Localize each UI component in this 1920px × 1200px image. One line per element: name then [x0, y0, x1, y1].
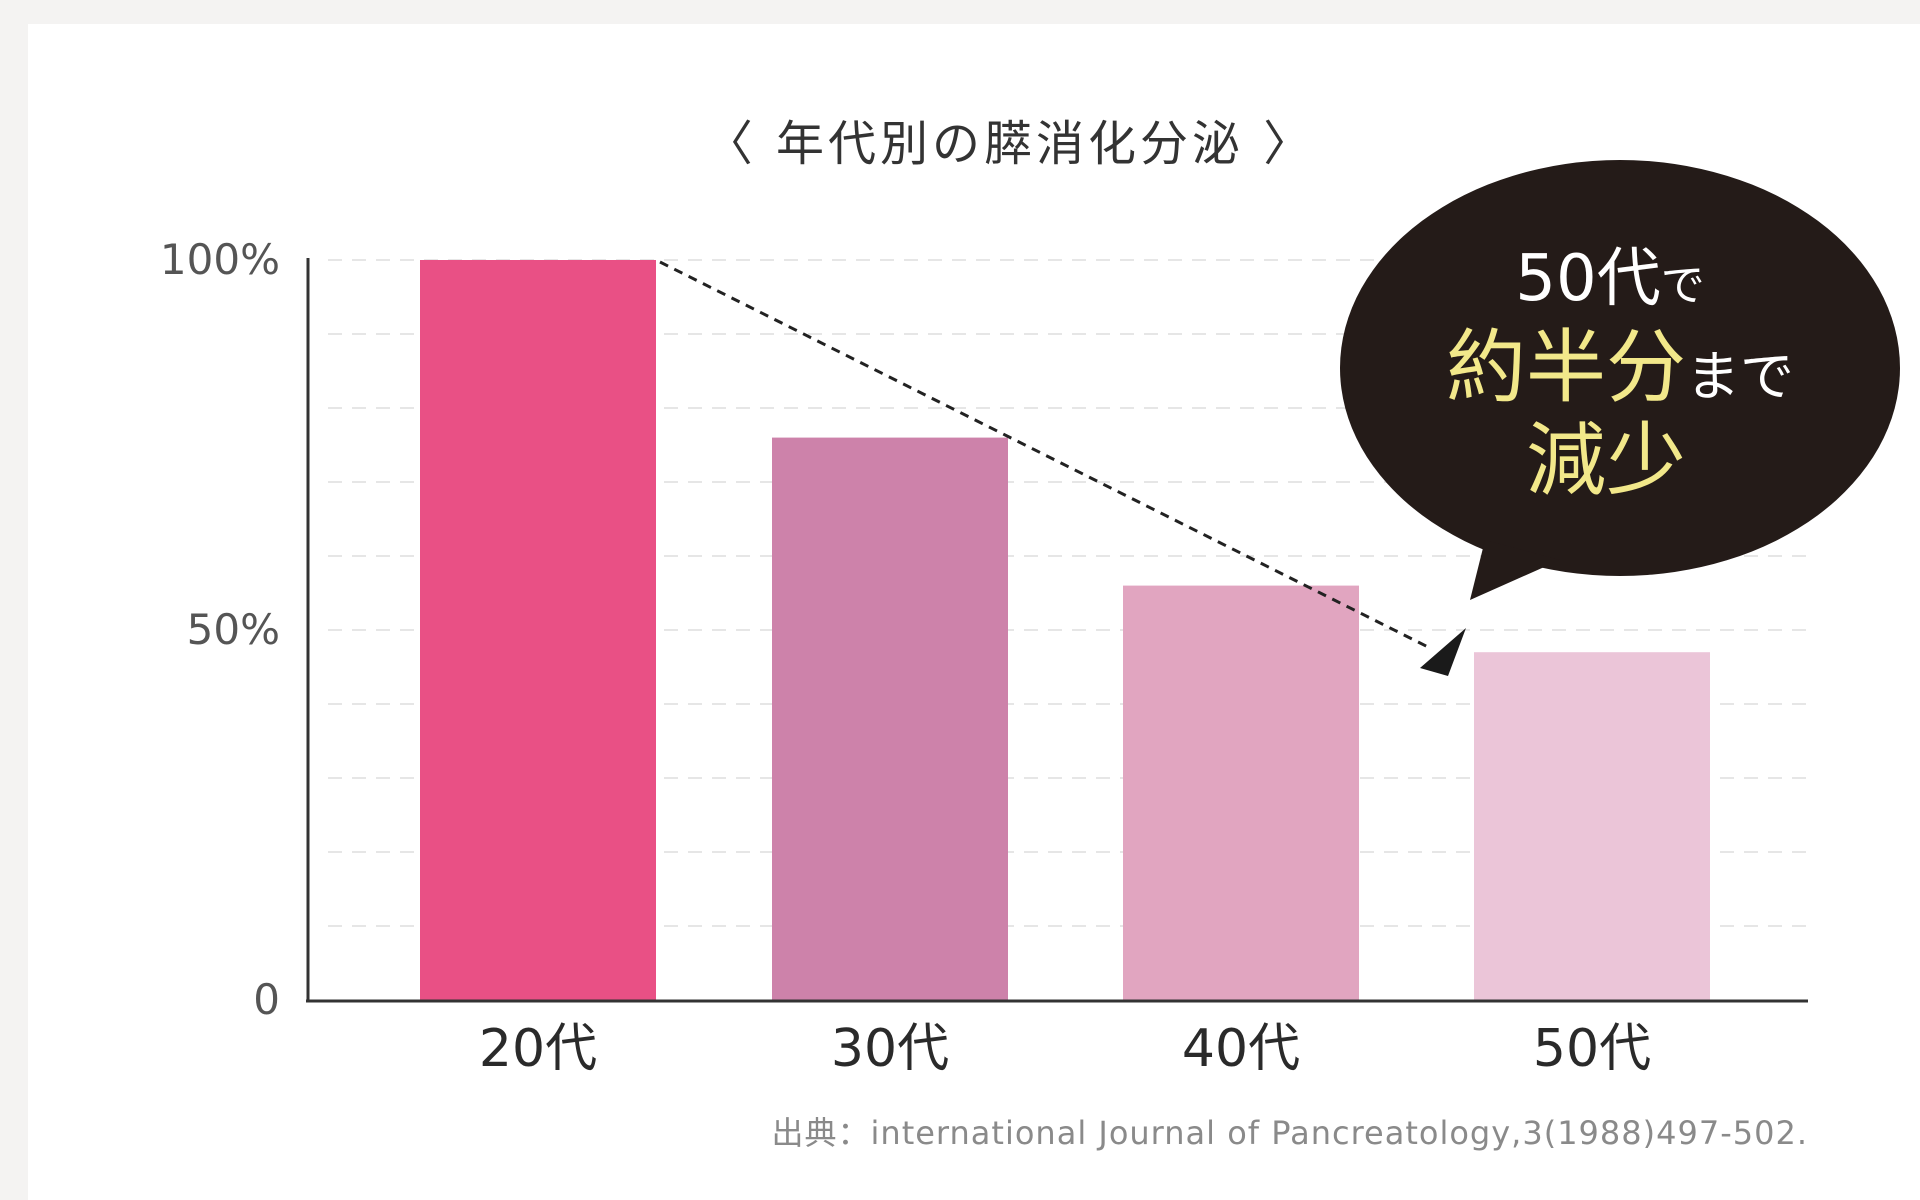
- category-label: 20代: [479, 1019, 597, 1079]
- bar-1: [420, 260, 656, 1000]
- bar-3: [1123, 585, 1359, 1000]
- bubble-line-3: 減少: [1526, 414, 1686, 507]
- chart-title: 〈 年代別の膵消化分泌 〉: [705, 116, 1316, 172]
- source-citation: 出典：international Journal of Pancreatolog…: [772, 1114, 1808, 1152]
- bubble-line-2: 約半分まで: [1446, 321, 1794, 414]
- arrow-head-icon: [1420, 628, 1466, 676]
- category-labels: 20代 30代 40代 50代: [479, 1019, 1651, 1079]
- category-label: 30代: [831, 1019, 949, 1079]
- axes: [306, 258, 1808, 1003]
- bar-4: [1474, 652, 1710, 1000]
- y-tick-label: 100%: [160, 235, 280, 284]
- y-tick-label: 50%: [187, 605, 280, 654]
- bars: [420, 260, 1710, 1001]
- y-tick-labels: 100% 50% 0: [160, 235, 280, 1024]
- bubble-line-1: 50代で: [1515, 242, 1704, 316]
- y-tick-label: 0: [253, 975, 280, 1024]
- bar-2: [772, 437, 1008, 1001]
- trend-arrow: [659, 260, 1466, 676]
- category-label: 40代: [1182, 1019, 1300, 1079]
- annotation-bubble: 50代で 約半分まで 減少: [1340, 160, 1900, 600]
- category-label: 50代: [1533, 1019, 1651, 1079]
